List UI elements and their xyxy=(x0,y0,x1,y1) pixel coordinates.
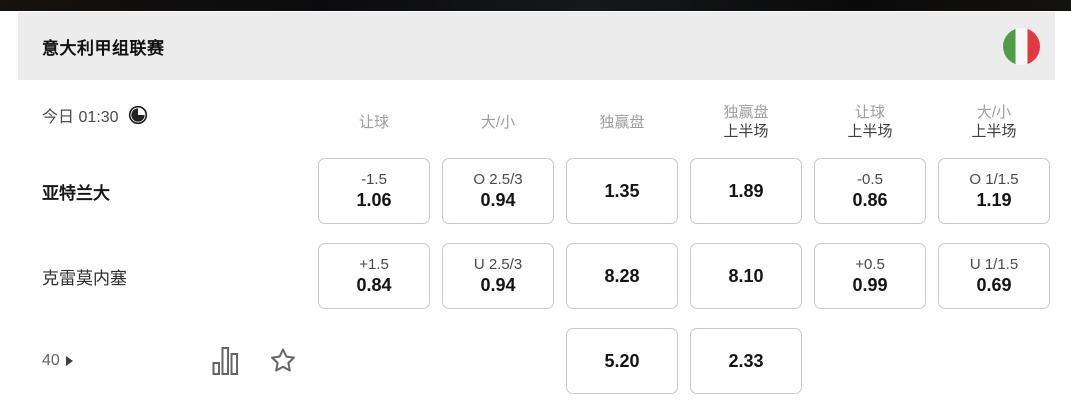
bar-chart-icon[interactable] xyxy=(212,346,238,376)
more-markets-count: 40 xyxy=(42,352,60,369)
italy-flag-icon xyxy=(1003,28,1040,65)
footer-controls: 40 xyxy=(42,328,295,394)
star-icon[interactable] xyxy=(268,346,298,376)
match-time-row: 今日 01:30 xyxy=(42,102,148,128)
column-header-over-under: 大/小 xyxy=(480,113,516,131)
odds-home-over-1h[interactable]: O 1/1.5 1.19 xyxy=(938,158,1050,224)
odds-away-handicap[interactable]: +1.5 0.84 xyxy=(318,243,430,309)
league-title: 意大利甲组联赛 xyxy=(42,38,165,58)
home-team-name: 亚特兰大 xyxy=(42,183,110,203)
clock-icon xyxy=(128,105,147,125)
odds-away-under[interactable]: U 2.5/3 0.94 xyxy=(442,243,554,309)
league-header: 意大利甲组联赛 xyxy=(18,12,1055,80)
odds-home-moneyline[interactable]: 1.35 xyxy=(566,158,678,224)
more-markets-button[interactable]: 40 xyxy=(42,352,73,370)
odds-away-under-1h[interactable]: U 1/1.5 0.69 xyxy=(938,243,1050,309)
column-header-handicap: 让球 xyxy=(358,113,389,131)
top-banner-strip xyxy=(0,0,1071,11)
odds-home-over[interactable]: O 2.5/3 0.94 xyxy=(442,158,554,224)
odds-home-handicap-1h[interactable]: -0.5 0.86 xyxy=(814,158,926,224)
odds-away-handicap-1h[interactable]: +0.5 0.99 xyxy=(814,243,926,309)
odds-draw-moneyline[interactable]: 5.20 xyxy=(566,328,678,394)
odds-draw-moneyline-1h[interactable]: 2.33 xyxy=(690,328,802,394)
column-header-moneyline-1h: 独赢盘 上半场 xyxy=(723,104,769,140)
away-team-name: 克雷莫内塞 xyxy=(42,268,127,288)
column-header-over-under-1h: 大/小 上半场 xyxy=(971,104,1017,140)
column-header-moneyline: 独赢盘 xyxy=(599,113,645,131)
odds-away-moneyline[interactable]: 8.28 xyxy=(566,243,678,309)
match-time: 今日 01:30 xyxy=(42,109,119,126)
odds-away-moneyline-1h[interactable]: 8.10 xyxy=(690,243,802,309)
column-header-handicap-1h: 让球 上半场 xyxy=(847,104,893,140)
odds-home-moneyline-1h[interactable]: 1.89 xyxy=(690,158,802,224)
chevron-right-icon xyxy=(65,356,73,366)
odds-home-handicap[interactable]: -1.5 1.06 xyxy=(318,158,430,224)
